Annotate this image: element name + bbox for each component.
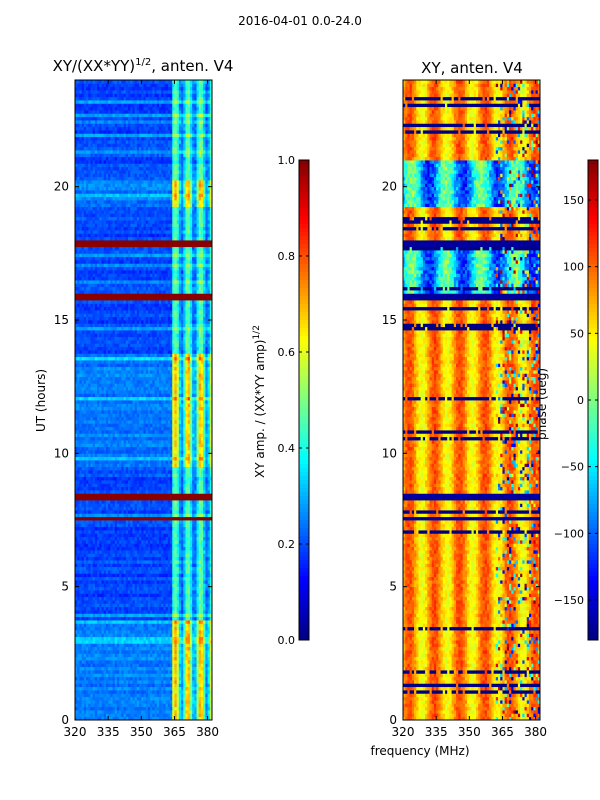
colorbar-tick-label: 0: [577, 394, 584, 407]
plot-canvas: 320 335 350 365 380 0 5 10 15 20 320 335 350 365 380 0 5…: [0, 0, 600, 800]
colorbar-tick-label: −150: [554, 594, 584, 607]
colorbar-tick-label: 0.0: [278, 634, 296, 647]
x-tick-label: 380: [524, 725, 547, 739]
x-tick-label: 380: [196, 725, 219, 739]
x-tick-label: 320: [392, 725, 415, 739]
x-tick-label: 350: [458, 725, 481, 739]
colorbar-tick-label: 0.4: [278, 442, 296, 455]
colorbar-tick-label: 0.8: [278, 250, 296, 263]
y-tick-label: 0: [61, 713, 69, 727]
colorbar-tick-label: 50: [570, 327, 584, 340]
colorbar-tick-label: 1.0: [278, 154, 296, 167]
colorbar-tick-label: 100: [563, 261, 584, 274]
x-tick-label: 365: [491, 725, 514, 739]
x-tick-label: 335: [97, 725, 120, 739]
y-tick-label: 5: [61, 580, 69, 594]
right-heatmap-cells: [403, 80, 540, 720]
x-tick-label: 350: [130, 725, 153, 739]
x-tick-label: 365: [163, 725, 186, 739]
y-tick-label: 0: [389, 713, 397, 727]
y-tick-label: 15: [382, 313, 397, 327]
y-tick-label: 5: [389, 580, 397, 594]
colorbar-tick-label: −100: [554, 527, 584, 540]
colorbar-tick-label: −50: [561, 461, 584, 474]
y-tick-label: 10: [54, 446, 69, 460]
left-heatmap-cells: [75, 80, 212, 720]
y-tick-label: 15: [54, 313, 69, 327]
x-tick-label: 320: [64, 725, 87, 739]
x-tick-label: 335: [425, 725, 448, 739]
colorbar-tick-label: 0.6: [278, 346, 296, 359]
colorbar-tick-label: 150: [563, 194, 584, 207]
figure: 2016-04-01 0.0-24.0 XY/(XX*YY)1/2, anten…: [0, 0, 600, 800]
y-tick-label: 20: [54, 180, 69, 194]
amp-colorbar: [299, 160, 309, 641]
colorbar-tick-label: 0.2: [278, 538, 296, 551]
y-tick-label: 20: [382, 180, 397, 194]
y-tick-label: 10: [382, 446, 397, 460]
